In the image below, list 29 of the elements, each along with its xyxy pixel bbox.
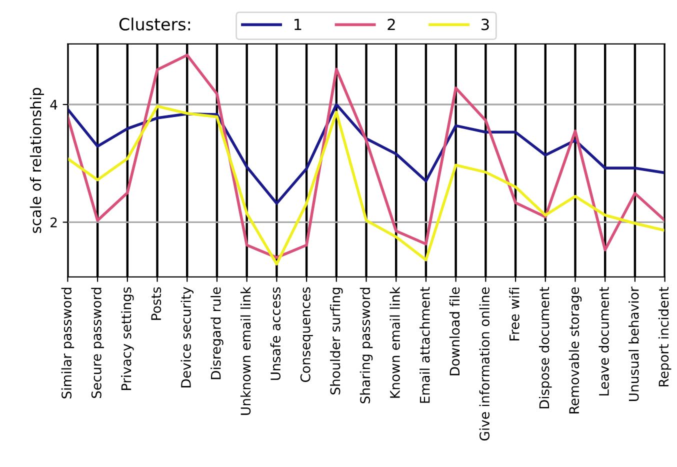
x-tick-label: Report incident [658, 286, 672, 386]
x-tick-label: Free wifi [509, 288, 520, 340]
legend-title: Clusters: [119, 18, 190, 31]
x-tick-label: Unusual behavior [628, 286, 639, 401]
legend-label: 3 [482, 18, 489, 30]
x-tick-label: Posts [151, 287, 162, 320]
line-series [68, 54, 665, 259]
x-tick-label: Secure password [91, 288, 104, 398]
x-tick-label: Privacy settings [121, 287, 134, 390]
x-tick-label: Unsafe access [270, 287, 281, 380]
y-tick-label: 4 [50, 100, 58, 110]
line-series [68, 104, 665, 266]
x-tick-label: Removable storage [568, 287, 582, 414]
x-tick-label: Email attachment [420, 286, 430, 403]
legend-label: 1 [294, 18, 302, 30]
x-tick-label: Device security [180, 287, 194, 388]
x-tick-label: Similar password [61, 288, 74, 398]
x-tick-label: Dispose document [539, 286, 552, 408]
x-tick-label: Consequences [300, 287, 313, 382]
x-tick-label: Leave document [598, 286, 609, 396]
x-tick-label: Download file [449, 287, 460, 376]
x-tick-label: Unknown email link [240, 286, 251, 415]
x-tick-label: Disregard rule [210, 287, 224, 380]
legend-label: 2 [388, 18, 395, 30]
y-axis-title: scale of relationship [30, 88, 44, 233]
x-tick-label: Shoulder surfing [330, 288, 343, 394]
x-tick-label: Known email link [390, 286, 400, 398]
x-tick-label: Sharing password [360, 288, 373, 404]
x-tick-label: Give information online [479, 287, 490, 441]
